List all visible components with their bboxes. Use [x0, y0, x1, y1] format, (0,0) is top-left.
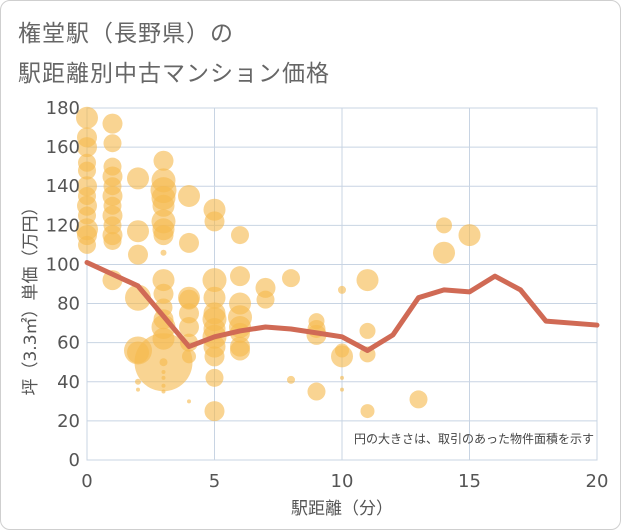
- data-bubble: [127, 341, 149, 364]
- data-bubble: [359, 322, 376, 339]
- data-bubble: [127, 167, 149, 190]
- data-bubble: [179, 317, 199, 338]
- data-bubble: [203, 286, 226, 309]
- data-bubble: [153, 283, 174, 304]
- data-bubble: [203, 302, 226, 325]
- data-bubble: [178, 185, 200, 207]
- x-tick-label: 20: [586, 471, 609, 492]
- y-tick-label: 60: [57, 333, 80, 354]
- y-tick-label: 80: [57, 294, 80, 315]
- data-bubble: [338, 285, 346, 294]
- data-bubble: [433, 241, 455, 264]
- data-bubble: [256, 290, 275, 309]
- y-tick-label: 0: [69, 450, 80, 471]
- data-bubble: [151, 168, 176, 193]
- x-tick-label: 10: [331, 471, 354, 492]
- data-bubble: [231, 226, 249, 245]
- tick-labels: 0 5 10 15 20 0 20 40 60 80 100 120 140 160 180: [46, 98, 609, 492]
- data-bubble: [308, 313, 325, 330]
- data-bubble: [179, 303, 199, 324]
- bubble-layer: [76, 106, 481, 422]
- y-tick-label: 160: [46, 137, 80, 158]
- y-tick-label: 40: [57, 372, 80, 393]
- chart-title-line1: 権堂駅（長野県）の: [18, 21, 234, 47]
- data-bubble: [161, 389, 166, 394]
- chart-title-line2: 駅距離別中古マンション価格: [18, 61, 330, 87]
- data-bubble: [202, 268, 227, 293]
- data-bubble: [179, 289, 199, 310]
- data-bubble: [307, 382, 326, 401]
- data-bubble: [153, 150, 174, 171]
- data-bubble: [161, 370, 166, 374]
- data-bubble: [204, 211, 225, 232]
- data-bubble: [204, 401, 225, 422]
- y-tick-label: 20: [57, 411, 80, 432]
- average-line-layer: [84, 259, 600, 353]
- data-bubble: [356, 269, 379, 292]
- data-bubble: [230, 340, 250, 361]
- data-bubble: [152, 194, 175, 217]
- data-bubble: [102, 113, 123, 134]
- data-bubble: [458, 224, 481, 247]
- data-bubble: [103, 134, 122, 153]
- data-bubble: [187, 399, 191, 404]
- data-bubble: [340, 375, 344, 380]
- x-axis-label: 駅距離（分）: [291, 499, 393, 519]
- y-tick-label: 180: [46, 98, 80, 119]
- average-price-line: [84, 259, 600, 353]
- data-bubble: [160, 249, 167, 256]
- data-bubble: [135, 378, 141, 385]
- data-bubble: [159, 358, 168, 367]
- data-bubble: [282, 269, 300, 288]
- data-bubble: [103, 216, 122, 235]
- data-bubble: [128, 244, 148, 265]
- data-bubble: [436, 217, 452, 234]
- x-tick-label: 15: [458, 471, 481, 492]
- data-bubble: [161, 383, 166, 388]
- x-tick-label: 0: [81, 471, 92, 492]
- x-tick-label: 5: [209, 471, 220, 492]
- data-bubble: [78, 206, 96, 225]
- data-bubble: [78, 235, 96, 254]
- data-bubble: [136, 387, 140, 392]
- data-bubble: [179, 232, 199, 253]
- y-tick-label: 100: [46, 254, 80, 275]
- data-bubble: [360, 404, 375, 419]
- data-bubble: [230, 266, 250, 287]
- data-bubble: [340, 387, 344, 392]
- data-bubble: [127, 220, 149, 243]
- data-bubble: [182, 349, 196, 364]
- data-bubble: [76, 106, 98, 129]
- bubble-size-note: 円の大きさは、取引のあった物件面積を示す: [354, 431, 594, 446]
- data-bubble: [78, 187, 96, 205]
- data-bubble: [161, 375, 166, 380]
- data-bubble: [409, 390, 428, 409]
- data-bubble: [77, 137, 97, 158]
- data-bubble: [103, 177, 122, 196]
- data-bubble: [229, 292, 251, 315]
- y-tick-label: 120: [46, 215, 80, 236]
- data-bubble: [103, 196, 122, 215]
- data-bubble: [204, 346, 225, 367]
- data-bubble: [335, 343, 349, 358]
- data-bubble: [103, 157, 122, 176]
- data-bubble: [103, 231, 122, 250]
- data-bubble: [205, 368, 224, 387]
- data-bubble: [152, 327, 175, 350]
- y-tick-label: 140: [46, 176, 80, 197]
- data-bubble: [153, 225, 174, 246]
- data-bubble: [78, 161, 96, 180]
- y-axis-label: 坪（3.3㎡）単価（万円）: [21, 198, 41, 395]
- data-bubble: [287, 375, 295, 384]
